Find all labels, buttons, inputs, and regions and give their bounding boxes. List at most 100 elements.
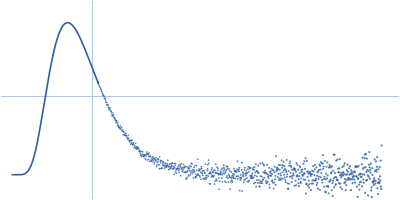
Point (269, 179, 276, 182)
Point (328, 166, 334, 169)
Point (128, 138, 135, 142)
Point (375, 193, 381, 196)
Point (117, 127, 123, 131)
Point (164, 165, 170, 168)
Point (187, 173, 194, 176)
Point (290, 172, 296, 175)
Point (96, 85, 102, 88)
Point (121, 131, 127, 134)
Point (140, 155, 147, 158)
Point (141, 155, 148, 158)
Point (146, 160, 153, 163)
Point (289, 177, 296, 180)
Point (204, 169, 210, 172)
Point (190, 176, 196, 179)
Point (322, 178, 329, 181)
Point (111, 117, 118, 120)
Point (288, 175, 294, 178)
Point (190, 168, 196, 171)
Point (253, 170, 260, 173)
Point (314, 171, 321, 174)
Point (349, 182, 356, 185)
Point (115, 120, 121, 124)
Point (226, 174, 232, 177)
Point (356, 188, 363, 191)
Point (309, 173, 315, 176)
Point (254, 181, 261, 185)
Point (244, 176, 250, 180)
Point (365, 169, 372, 173)
Point (113, 119, 119, 122)
Point (131, 144, 138, 147)
Point (151, 162, 158, 166)
Point (218, 168, 225, 171)
Point (252, 171, 259, 174)
Point (286, 162, 293, 165)
Point (242, 172, 248, 175)
Point (316, 175, 322, 178)
Point (376, 165, 383, 169)
Point (195, 173, 201, 176)
Point (282, 180, 289, 184)
Point (272, 165, 278, 168)
Point (169, 164, 175, 167)
Point (196, 169, 202, 172)
Point (220, 164, 227, 167)
Point (198, 167, 205, 170)
Point (264, 173, 271, 176)
Point (203, 177, 209, 181)
Point (290, 174, 297, 177)
Point (220, 172, 226, 175)
Point (249, 172, 256, 175)
Point (277, 163, 283, 167)
Point (287, 175, 293, 178)
Point (322, 191, 329, 194)
Point (358, 175, 365, 179)
Point (195, 174, 202, 177)
Point (148, 160, 154, 163)
Point (332, 176, 338, 179)
Point (156, 158, 162, 161)
Point (348, 178, 354, 181)
Point (308, 188, 314, 191)
Point (240, 172, 246, 176)
Point (202, 176, 209, 179)
Point (230, 176, 237, 180)
Point (277, 172, 284, 175)
Point (96, 83, 102, 86)
Point (378, 144, 385, 147)
Point (261, 176, 268, 179)
Point (285, 187, 291, 191)
Point (275, 172, 282, 176)
Point (141, 154, 147, 157)
Point (217, 173, 223, 176)
Point (139, 150, 146, 153)
Point (100, 94, 106, 97)
Point (363, 179, 369, 182)
Point (256, 172, 262, 175)
Point (147, 158, 154, 162)
Point (172, 162, 179, 165)
Point (200, 177, 207, 180)
Point (345, 176, 352, 180)
Point (156, 163, 162, 167)
Point (271, 181, 277, 184)
Point (188, 162, 195, 165)
Point (281, 169, 287, 172)
Point (174, 167, 180, 171)
Point (353, 165, 359, 168)
Point (228, 180, 234, 183)
Point (301, 172, 307, 175)
Point (148, 160, 155, 163)
Point (337, 182, 344, 185)
Point (109, 114, 115, 117)
Point (352, 171, 358, 174)
Point (179, 170, 185, 173)
Point (221, 172, 228, 175)
Point (346, 173, 353, 176)
Point (130, 142, 136, 145)
Point (120, 130, 127, 133)
Point (132, 146, 138, 149)
Point (97, 88, 104, 91)
Point (299, 173, 305, 176)
